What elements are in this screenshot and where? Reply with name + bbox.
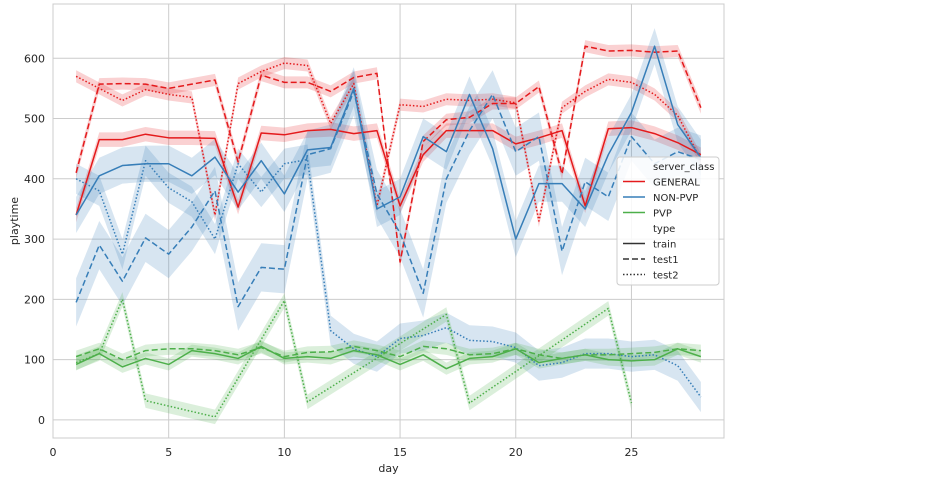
series-line-general-test2 (75, 62, 702, 222)
y-tick-label: 500 (24, 113, 45, 126)
x-axis-label: day (378, 462, 399, 475)
y-tick-label: 300 (24, 233, 45, 246)
y-axis-label: playtime (8, 197, 21, 245)
legend-item-test2: test2 (653, 271, 679, 282)
axes-frame (52, 3, 725, 439)
band-non-pvp-train (76, 28, 701, 258)
legend: server_class GENERAL NON-PVP PVP type trai… (616, 156, 720, 286)
x-tick-label: 0 (50, 446, 57, 459)
band-pvp-train (76, 340, 701, 375)
band-pvp-test2 (76, 292, 632, 425)
x-tick-label: 15 (393, 446, 407, 459)
series-line-pvp-train (75, 345, 702, 370)
band-non-pvp-test2 (76, 144, 701, 413)
legend-item-test1: test1 (653, 255, 679, 266)
band-non-pvp-test1 (76, 67, 701, 331)
y-tick-label: 200 (24, 293, 45, 306)
legend-item-general: GENERAL (653, 178, 700, 189)
x-tick-label: 5 (165, 446, 172, 459)
legend-title-type: type (653, 224, 675, 235)
legend-title-server-class: server_class (653, 162, 714, 173)
y-tick-label: 0 (38, 414, 45, 427)
band-pvp-test1 (76, 340, 701, 366)
series-line-non-pvp-test1 (75, 90, 702, 308)
series-line-general-train (75, 126, 702, 216)
series-line-non-pvp-train (75, 45, 702, 240)
series-line-general-test1 (75, 45, 702, 263)
x-tick-label: 20 (509, 446, 523, 459)
y-tick-label: 100 (24, 354, 45, 367)
series-line-non-pvp-test2 (75, 158, 702, 398)
series-line-pvp-test1 (75, 345, 701, 361)
band-general-test2 (76, 57, 701, 228)
x-tick-label: 10 (277, 446, 291, 459)
y-tick-label: 400 (24, 173, 45, 186)
y-tick-label: 600 (24, 52, 45, 65)
legend-item-non-pvp: NON-PVP (653, 193, 698, 204)
series-lines (75, 45, 702, 418)
series-line-pvp-test2 (75, 298, 633, 418)
legend-item-train: train (653, 240, 676, 251)
legend-box (616, 156, 720, 286)
tick-labels: 0 5 10 15 20 25 0 100 200 300 400 500 600 (24, 52, 638, 459)
legend-item-pvp: PVP (653, 209, 672, 220)
x-tick-label: 25 (624, 446, 638, 459)
